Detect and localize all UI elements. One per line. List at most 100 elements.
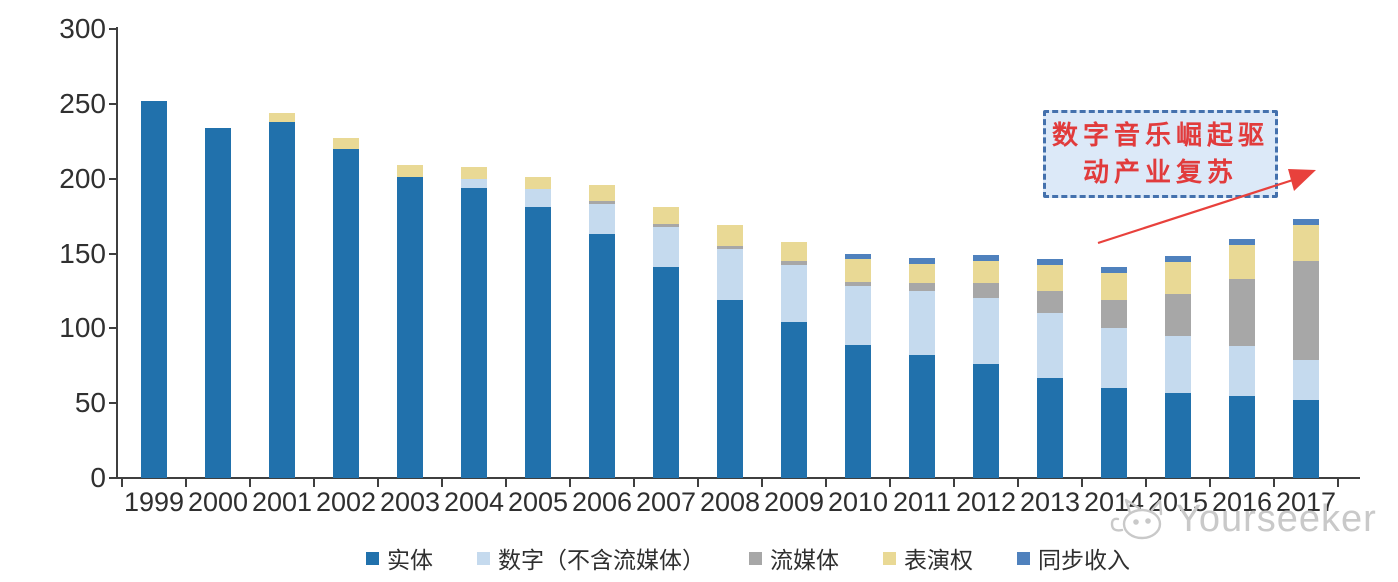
bar-segment-2017 xyxy=(1293,260,1319,360)
bar-segment-2016 xyxy=(1229,238,1255,245)
legend-label: 流媒体 xyxy=(770,547,839,573)
bar-segment-2007 xyxy=(653,226,679,267)
bar-segment-2015 xyxy=(1165,262,1191,294)
bar-segment-2013 xyxy=(1037,290,1063,314)
y-axis-tick-label: 250 xyxy=(59,87,106,119)
bar-segment-2012 xyxy=(973,298,999,365)
bar-segment-2010 xyxy=(845,259,871,282)
legend-label: 同步收入 xyxy=(1038,547,1130,573)
x-axis-tick xyxy=(1337,479,1339,487)
x-axis-label-2001: 2001 xyxy=(251,487,313,517)
x-axis-label-2003: 2003 xyxy=(379,487,441,517)
bar-segment-2004 xyxy=(461,178,487,188)
x-axis-label-2011: 2011 xyxy=(892,487,952,517)
bar-segment-2009 xyxy=(781,322,807,478)
chart-legend: 实体 数字（不含流媒体） 流媒体 表演权 同步收入 xyxy=(366,541,1130,575)
bar-segment-2008 xyxy=(717,249,743,300)
legend-item: 实体 xyxy=(366,541,433,575)
bar-segment-2011 xyxy=(909,263,935,284)
legend-item: 表演权 xyxy=(883,541,973,575)
bar-segment-2013 xyxy=(1037,265,1063,291)
bar-segment-2007 xyxy=(653,266,679,478)
x-axis-label-2008: 2008 xyxy=(699,487,761,517)
legend-label: 表演权 xyxy=(904,547,973,573)
bar-segment-2011 xyxy=(909,355,935,478)
x-axis-label-2006: 2006 xyxy=(571,487,633,517)
bar-segment-2014 xyxy=(1101,272,1127,300)
x-axis-label-2012: 2012 xyxy=(955,487,1017,517)
legend-swatch-icon xyxy=(1017,551,1030,565)
x-axis-tick xyxy=(121,479,123,487)
legend-swatch-icon xyxy=(366,551,379,565)
bar-segment-2013 xyxy=(1037,377,1063,478)
bar-segment-2005 xyxy=(525,189,551,208)
bar-segment-2017 xyxy=(1293,225,1319,261)
legend-label: 数字（不含流媒体） xyxy=(498,547,705,573)
y-axis-line xyxy=(116,27,118,479)
bar-segment-2012 xyxy=(973,254,999,261)
annotation-text-line1: 数字音乐崛起驱 xyxy=(1051,120,1269,150)
x-axis-tick xyxy=(185,479,187,487)
y-axis-tick xyxy=(109,102,117,105)
x-axis-tick xyxy=(889,479,891,487)
y-axis-tick-label: 200 xyxy=(59,162,106,194)
bar-segment-2006 xyxy=(589,184,615,202)
y-axis-tick-label: 50 xyxy=(74,387,106,419)
bar-segment-2014 xyxy=(1101,388,1127,478)
legend-swatch-icon xyxy=(883,551,896,565)
x-axis-tick xyxy=(313,479,315,487)
x-axis-label-2007: 2007 xyxy=(635,487,697,517)
legend-item: 流媒体 xyxy=(749,541,839,575)
annotation-text-line2: 动产业复苏 xyxy=(1082,157,1238,187)
bar-segment-2015 xyxy=(1165,256,1191,263)
y-axis-tick xyxy=(109,252,117,255)
bar-segment-2013 xyxy=(1037,313,1063,378)
x-axis-label-2010: 2010 xyxy=(827,487,889,517)
bar-segment-2016 xyxy=(1229,278,1255,347)
bar-segment-2009 xyxy=(781,265,807,323)
x-axis-tick xyxy=(1145,479,1147,487)
bar-segment-2006 xyxy=(589,234,615,478)
x-axis-label-2005: 2005 xyxy=(507,487,569,517)
bar-segment-2015 xyxy=(1165,335,1191,393)
bar-segment-2002 xyxy=(333,148,359,478)
x-axis-label-2000: 2000 xyxy=(187,487,249,517)
x-axis-tick xyxy=(377,479,379,487)
bar-segment-2015 xyxy=(1165,293,1191,336)
y-axis-tick xyxy=(109,327,117,330)
annotation-callout: 数字音乐崛起驱 动产业复苏 xyxy=(1043,110,1278,198)
bar-segment-2000 xyxy=(205,127,231,478)
legend-item: 数字（不含流媒体） xyxy=(477,541,705,575)
y-axis-tick-label: 100 xyxy=(59,312,106,344)
bar-segment-2005 xyxy=(525,177,551,190)
bar-segment-2013 xyxy=(1037,259,1063,266)
x-axis-tick xyxy=(1209,479,1211,487)
y-axis-tick xyxy=(109,28,117,30)
legend-swatch-icon xyxy=(477,551,490,565)
x-axis-tick xyxy=(761,479,763,487)
x-axis-tick xyxy=(697,479,699,487)
y-axis-tick xyxy=(109,402,117,405)
bar-segment-2017 xyxy=(1293,219,1319,226)
x-axis-tick xyxy=(825,479,827,487)
bar-segment-2010 xyxy=(845,286,871,345)
bar-segment-2009 xyxy=(781,241,807,261)
bar-segment-2001 xyxy=(269,121,295,478)
bar-segment-2008 xyxy=(717,299,743,478)
x-axis-tick xyxy=(633,479,635,487)
bar-segment-2014 xyxy=(1101,299,1127,329)
bar-segment-2011 xyxy=(909,257,935,264)
watermark-label: Yourseeker xyxy=(1176,497,1377,540)
x-axis-tick xyxy=(1017,479,1019,487)
bar-segment-2003 xyxy=(397,165,423,178)
bar-segment-2014 xyxy=(1101,266,1127,273)
bar-segment-2001 xyxy=(269,112,295,122)
x-axis-tick xyxy=(441,479,443,487)
legend-item: 同步收入 xyxy=(1017,541,1130,575)
x-axis-label-2017: 2017 xyxy=(1275,487,1337,517)
bar-segment-2010 xyxy=(845,344,871,478)
bar-segment-2007 xyxy=(653,207,679,224)
bar-segment-2009 xyxy=(781,260,807,266)
bar-segment-2012 xyxy=(973,364,999,478)
